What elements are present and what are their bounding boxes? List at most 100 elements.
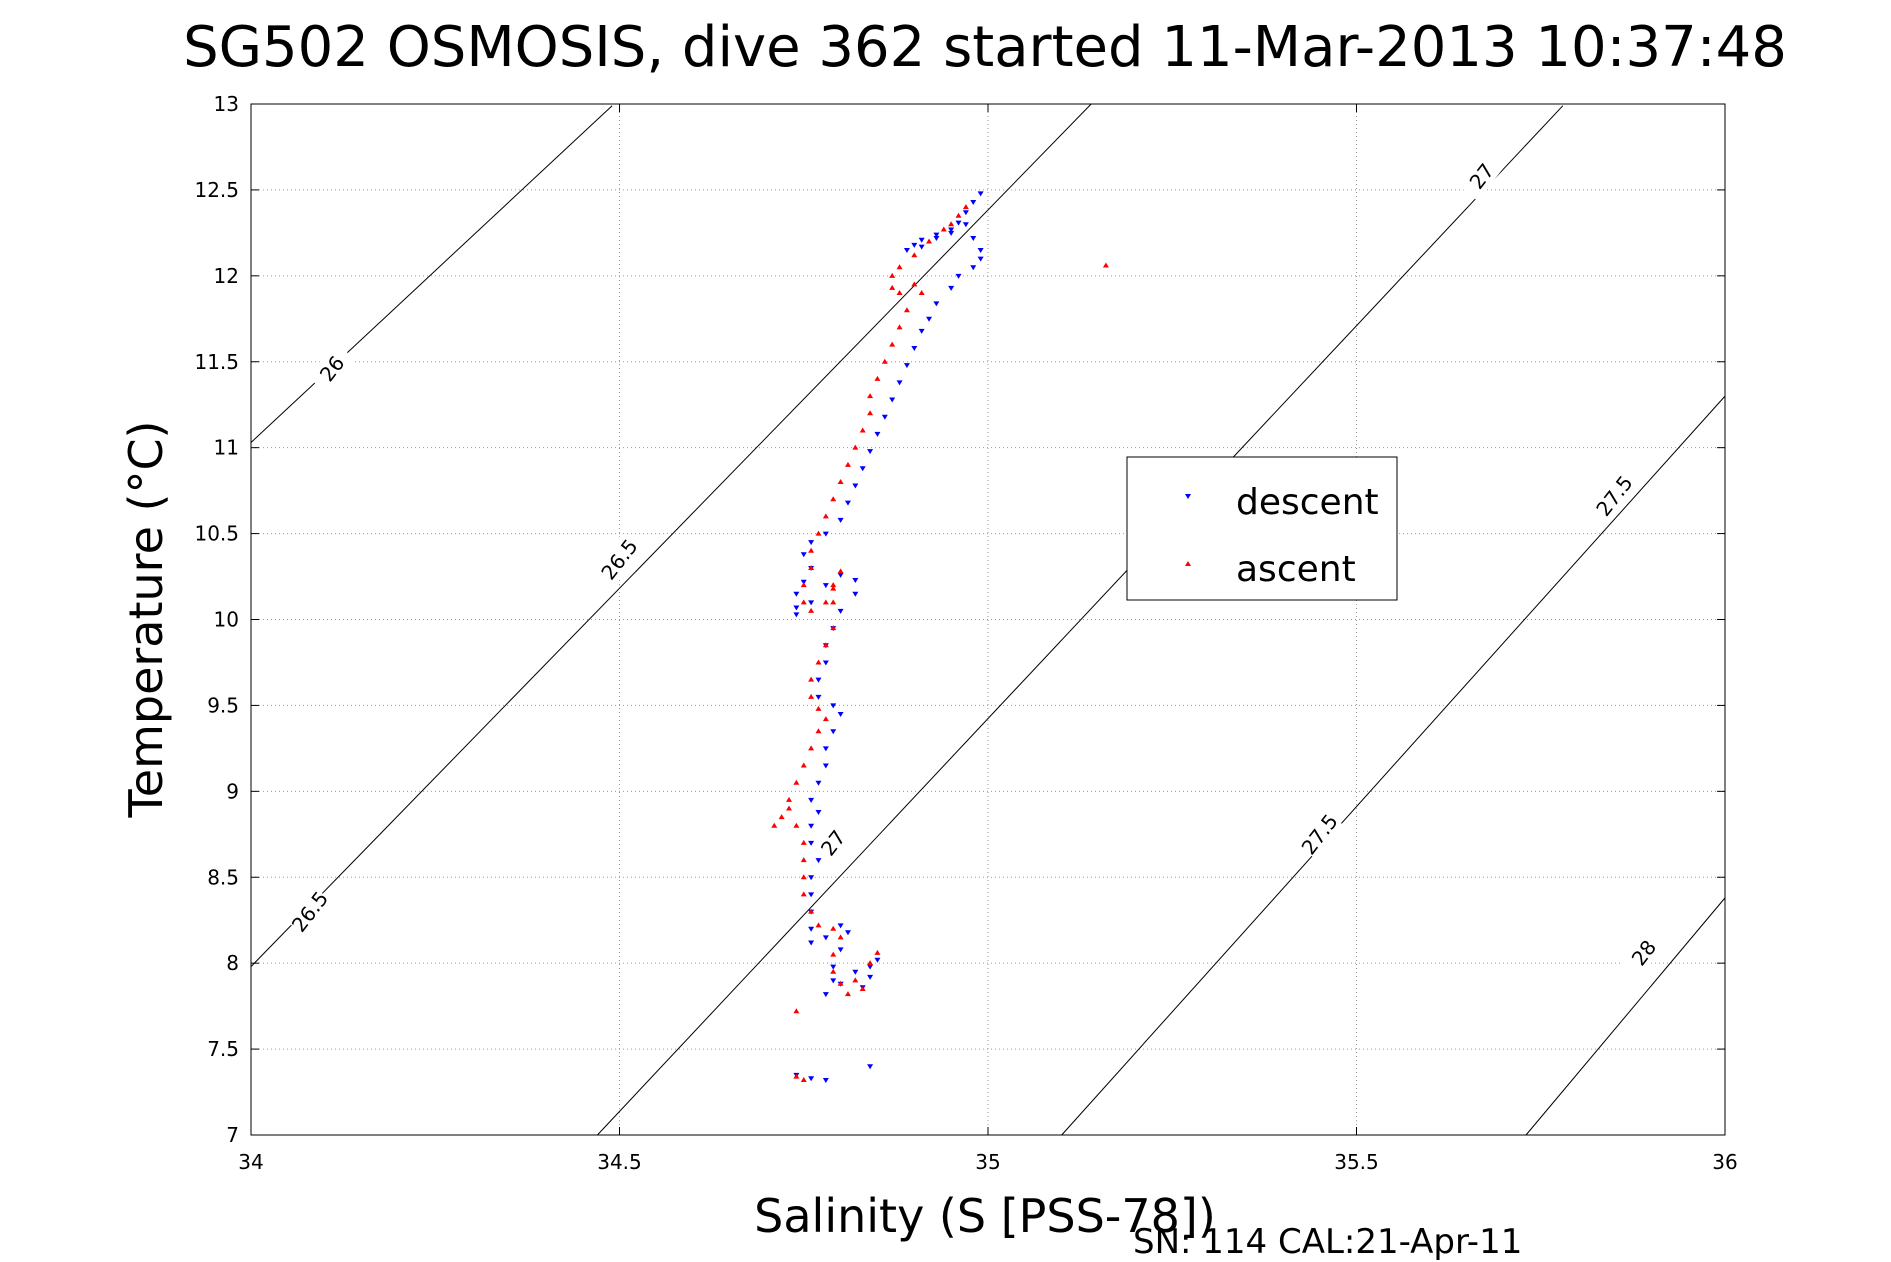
point-ascent [808,607,815,613]
point-ascent [815,728,822,734]
point-ascent [800,1077,807,1083]
point-ascent [1102,262,1109,268]
point-descent [815,694,822,700]
point-ascent [859,985,866,991]
point-descent [852,577,859,583]
point-descent [815,677,822,683]
point-descent [837,517,844,523]
legend-marker-descent [1185,494,1191,499]
point-descent [837,712,844,718]
point-descent [808,1076,815,1082]
point-descent [970,199,977,205]
point-ascent [830,625,837,631]
y-tick-label: 11 [214,436,239,460]
point-ascent [800,891,807,897]
point-ascent [830,582,837,588]
point-ascent [815,659,822,665]
contour-label-bg [808,816,857,868]
point-ascent [874,375,881,381]
point-ascent [808,745,815,751]
y-tick-label: 7.5 [207,1037,239,1061]
point-descent [793,591,800,597]
point-ascent [830,585,837,591]
point-ascent [889,284,896,290]
point-descent [837,572,844,578]
point-descent [911,242,918,248]
point-ascent [955,212,962,218]
contour-label-bg [1589,469,1638,521]
y-tick-label: 10.5 [194,522,239,546]
point-ascent [815,705,822,711]
point-descent [896,380,903,386]
axis-ticks: 34 34.5 35 35.5 36 7 7.5 8 8.5 9 9.5 10 10.5 11 11.5 12… [194,92,1737,1174]
point-descent [837,947,844,953]
point-descent [822,992,829,998]
point-ascent [778,814,785,820]
isopycnal-27.5 [1061,395,1726,1136]
point-ascent [800,762,807,768]
point-ascent [867,960,874,966]
point-ascent [940,226,947,232]
isopycnal-26.5 [250,103,1092,967]
point-descent [859,466,866,472]
point-descent [808,600,815,606]
point-descent [808,875,815,881]
point-descent [962,222,969,228]
point-ascent [822,642,829,648]
point-ascent [859,427,866,433]
point-descent [815,858,822,864]
contour-label-bg [307,342,356,394]
point-descent [822,1078,829,1084]
point-descent [830,703,837,709]
point-ascent [962,204,969,210]
y-tick-label: 9 [226,779,239,803]
point-descent [808,926,815,932]
point-descent [955,220,962,226]
point-descent [977,248,984,254]
point-ascent [867,410,874,416]
point-ascent [844,991,851,997]
point-ascent [830,968,837,974]
y-tick-label: 10 [214,608,239,632]
point-descent [808,940,815,946]
point-descent [815,809,822,815]
point-ascent [896,290,903,296]
point-ascent [844,461,851,467]
point-ascent [771,822,778,828]
point-descent [822,935,829,941]
point-descent [808,892,815,898]
point-ascent [793,1008,800,1014]
point-descent [867,449,874,455]
point-ascent [903,307,910,313]
point-descent [933,301,940,307]
y-tick-label: 7 [226,1123,239,1147]
point-descent [822,763,829,769]
point-ascent [830,925,837,931]
point-descent [918,237,925,243]
point-descent [852,969,859,975]
contour-label-bg [1619,926,1667,978]
point-descent [837,923,844,929]
point-ascent [837,934,844,940]
point-ascent [800,599,807,605]
point-descent [867,964,874,970]
y-axis-label: Temperature (°C) [119,420,173,818]
y-tick-label: 13 [214,92,239,116]
point-descent [874,431,881,437]
point-descent [933,232,940,238]
point-descent [962,210,969,216]
point-descent [867,1064,874,1070]
legend-label-ascent: ascent [1236,549,1356,590]
isopycnal-26 [250,105,613,443]
legend-label-descent: descent [1236,482,1379,523]
y-tick-label: 12.5 [194,178,239,202]
point-ascent [867,393,874,399]
point-descent [867,974,874,980]
legend-box [1126,456,1398,601]
point-descent [903,363,910,369]
point-descent [793,612,800,618]
point-ascent [793,1073,800,1079]
point-ascent [837,479,844,485]
